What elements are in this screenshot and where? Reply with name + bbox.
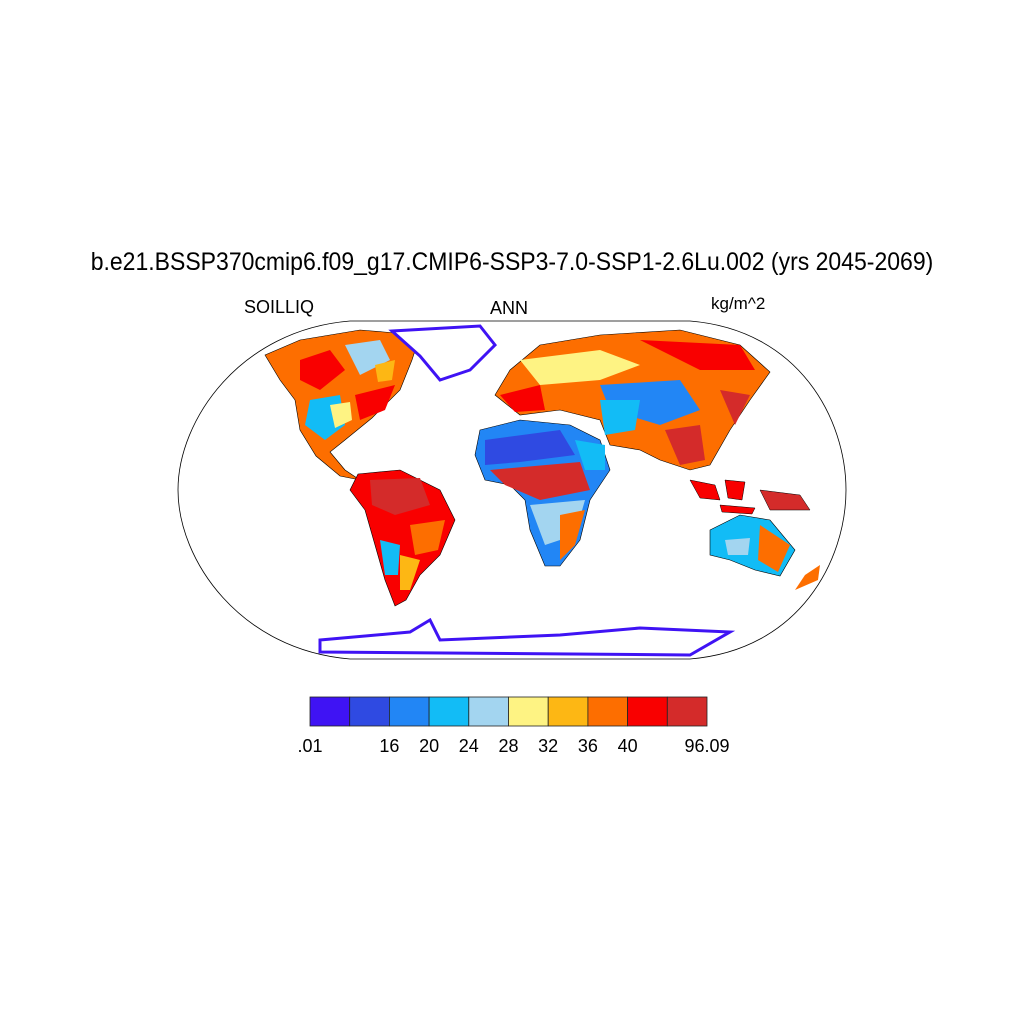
colorbar-label: 96.09: [684, 736, 730, 756]
south-america: [349, 469, 456, 607]
colorbar-box: [627, 696, 668, 727]
colorbar-label: 20: [419, 736, 440, 756]
africa: [474, 419, 611, 567]
variable-label: SOILLIQ: [244, 297, 315, 317]
colorbar-label: 16: [379, 736, 400, 756]
colorbar-box: [309, 696, 351, 727]
maritime-continent: [689, 479, 811, 515]
colorbar-box: [468, 696, 509, 727]
colorbar: [309, 696, 708, 727]
colorbar-label: 40: [617, 736, 638, 756]
colorbar-box: [388, 696, 430, 727]
colorbar-box: [508, 696, 549, 727]
colorbar-label: 36: [577, 736, 598, 756]
plot-title: b.e21.BSSP370cmip6.f09_g17.CMIP6-SSP3-7.…: [90, 248, 934, 276]
colorbar-box: [349, 696, 390, 727]
colorbar-box: [428, 696, 470, 727]
colorbar-box: [547, 696, 589, 727]
season-label: ANN: [490, 298, 529, 318]
colorbar-label: 28: [498, 736, 519, 756]
colorbar-box: [587, 696, 629, 727]
colorbar-box: [666, 696, 708, 727]
new-zealand: [795, 565, 820, 590]
eurasia: [494, 329, 771, 471]
greenland: [388, 324, 498, 382]
australia: [709, 514, 796, 577]
map-boundary: [177, 320, 847, 660]
colorbar-label: 24: [458, 736, 479, 756]
units-label: kg/m^2: [711, 294, 766, 313]
north-america: [264, 329, 421, 481]
antarctica: [318, 617, 736, 657]
colorbar-label: 32: [538, 736, 559, 756]
colorbar-label: .01: [297, 736, 323, 756]
